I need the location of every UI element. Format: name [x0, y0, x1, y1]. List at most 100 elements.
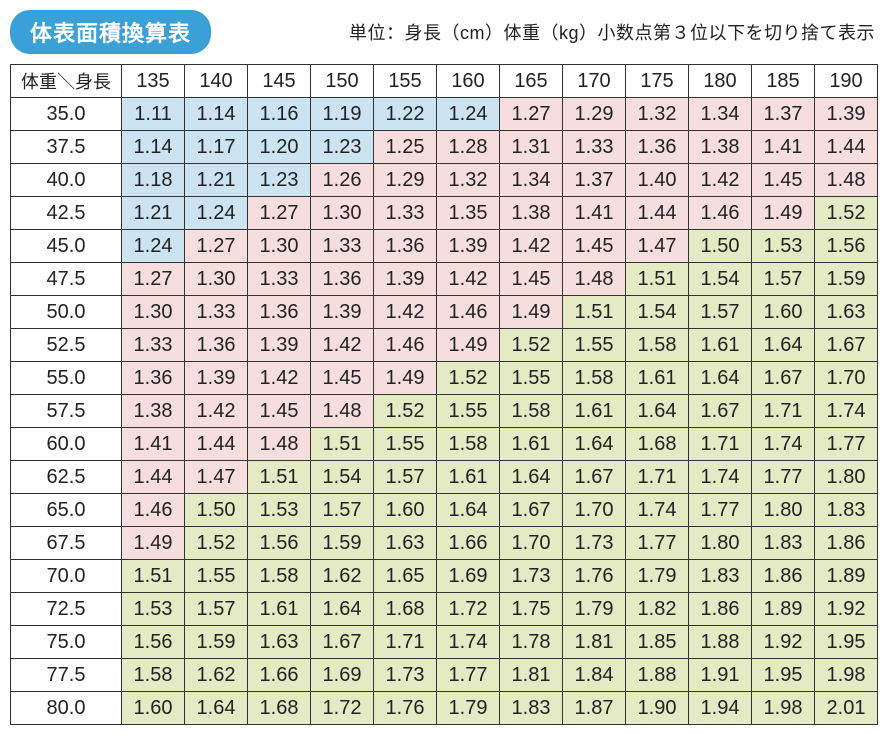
- value-cell: 1.60: [122, 692, 185, 725]
- table-row: 45.01.241.271.301.331.361.391.421.451.47…: [11, 230, 878, 263]
- value-cell: 1.58: [437, 428, 500, 461]
- value-cell: 1.57: [185, 593, 248, 626]
- row-header: 40.0: [11, 164, 122, 197]
- value-cell: 1.65: [374, 560, 437, 593]
- value-cell: 1.68: [248, 692, 311, 725]
- table-row: 50.01.301.331.361.391.421.461.491.511.54…: [11, 296, 878, 329]
- value-cell: 1.67: [563, 461, 626, 494]
- value-cell: 1.67: [500, 494, 563, 527]
- value-cell: 1.36: [122, 362, 185, 395]
- value-cell: 1.48: [311, 395, 374, 428]
- value-cell: 1.33: [185, 296, 248, 329]
- row-header: 52.5: [11, 329, 122, 362]
- row-header: 72.5: [11, 593, 122, 626]
- value-cell: 1.40: [626, 164, 689, 197]
- value-cell: 1.54: [626, 296, 689, 329]
- value-cell: 1.67: [689, 395, 752, 428]
- value-cell: 1.14: [122, 131, 185, 164]
- value-cell: 1.73: [374, 659, 437, 692]
- column-header: 170: [563, 65, 626, 98]
- value-cell: 1.64: [500, 461, 563, 494]
- value-cell: 1.50: [185, 494, 248, 527]
- value-cell: 1.39: [374, 263, 437, 296]
- value-cell: 1.25: [374, 131, 437, 164]
- bsa-table: 体重＼身長 1351401451501551601651701751801851…: [10, 64, 878, 725]
- value-cell: 1.94: [689, 692, 752, 725]
- value-cell: 1.77: [626, 527, 689, 560]
- row-header: 77.5: [11, 659, 122, 692]
- value-cell: 1.39: [311, 296, 374, 329]
- column-header: 175: [626, 65, 689, 98]
- value-cell: 1.74: [437, 626, 500, 659]
- value-cell: 1.29: [374, 164, 437, 197]
- value-cell: 1.80: [689, 527, 752, 560]
- value-cell: 1.54: [311, 461, 374, 494]
- row-header: 42.5: [11, 197, 122, 230]
- value-cell: 1.63: [374, 527, 437, 560]
- value-cell: 1.48: [248, 428, 311, 461]
- value-cell: 1.86: [815, 527, 878, 560]
- value-cell: 1.60: [374, 494, 437, 527]
- value-cell: 1.72: [311, 692, 374, 725]
- value-cell: 1.56: [122, 626, 185, 659]
- value-cell: 1.55: [563, 329, 626, 362]
- row-header: 67.5: [11, 527, 122, 560]
- table-row: 77.51.581.621.661.691.731.771.811.841.88…: [11, 659, 878, 692]
- row-header: 80.0: [11, 692, 122, 725]
- value-cell: 1.46: [122, 494, 185, 527]
- value-cell: 1.44: [626, 197, 689, 230]
- value-cell: 1.20: [248, 131, 311, 164]
- value-cell: 1.77: [437, 659, 500, 692]
- value-cell: 1.47: [626, 230, 689, 263]
- column-header: 135: [122, 65, 185, 98]
- row-header: 70.0: [11, 560, 122, 593]
- value-cell: 1.71: [626, 461, 689, 494]
- value-cell: 1.45: [248, 395, 311, 428]
- value-cell: 1.21: [122, 197, 185, 230]
- value-cell: 1.83: [689, 560, 752, 593]
- value-cell: 1.67: [815, 329, 878, 362]
- value-cell: 1.90: [626, 692, 689, 725]
- units-label: 単位：身長（cm）体重（kg）小数点第３位以下を切り捨て表示: [349, 19, 875, 45]
- value-cell: 1.22: [374, 98, 437, 131]
- row-header: 55.0: [11, 362, 122, 395]
- value-cell: 1.27: [248, 197, 311, 230]
- value-cell: 1.36: [185, 329, 248, 362]
- value-cell: 1.34: [689, 98, 752, 131]
- value-cell: 1.42: [374, 296, 437, 329]
- value-cell: 1.30: [122, 296, 185, 329]
- value-cell: 1.37: [563, 164, 626, 197]
- table-row: 40.01.181.211.231.261.291.321.341.371.40…: [11, 164, 878, 197]
- row-header: 45.0: [11, 230, 122, 263]
- value-cell: 1.56: [248, 527, 311, 560]
- column-header: 150: [311, 65, 374, 98]
- value-cell: 1.41: [122, 428, 185, 461]
- value-cell: 1.71: [374, 626, 437, 659]
- value-cell: 1.54: [689, 263, 752, 296]
- value-cell: 1.58: [626, 329, 689, 362]
- value-cell: 1.49: [122, 527, 185, 560]
- value-cell: 1.30: [248, 230, 311, 263]
- value-cell: 1.42: [500, 230, 563, 263]
- value-cell: 1.62: [185, 659, 248, 692]
- value-cell: 1.80: [815, 461, 878, 494]
- column-header: 180: [689, 65, 752, 98]
- value-cell: 1.24: [437, 98, 500, 131]
- row-header: 65.0: [11, 494, 122, 527]
- value-cell: 1.16: [248, 98, 311, 131]
- value-cell: 1.79: [626, 560, 689, 593]
- value-cell: 1.42: [311, 329, 374, 362]
- row-header: 62.5: [11, 461, 122, 494]
- value-cell: 1.33: [563, 131, 626, 164]
- value-cell: 1.42: [185, 395, 248, 428]
- value-cell: 1.33: [311, 230, 374, 263]
- value-cell: 1.24: [185, 197, 248, 230]
- value-cell: 1.70: [563, 494, 626, 527]
- value-cell: 1.64: [185, 692, 248, 725]
- value-cell: 1.36: [374, 230, 437, 263]
- value-cell: 1.29: [563, 98, 626, 131]
- column-header: 165: [500, 65, 563, 98]
- value-cell: 1.53: [752, 230, 815, 263]
- value-cell: 1.98: [752, 692, 815, 725]
- value-cell: 1.33: [374, 197, 437, 230]
